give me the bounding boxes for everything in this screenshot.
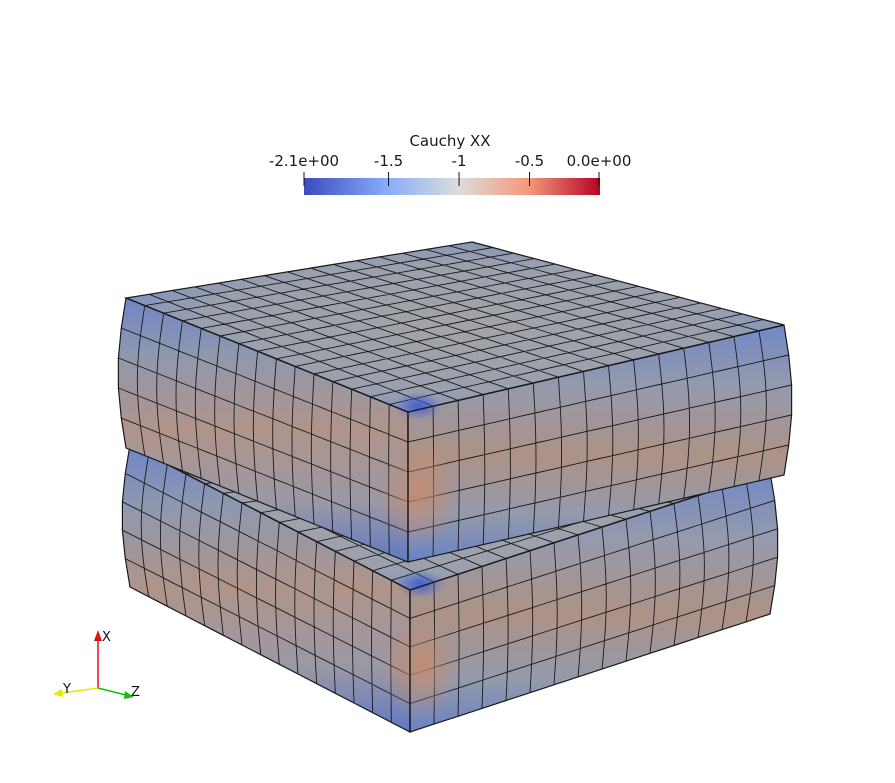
- color-legend: Cauchy XX -2.1e+00 -1.5 -1 -0.5 0.0e+00: [269, 132, 631, 195]
- x-axis-arrow-icon: [94, 630, 102, 641]
- y-axis-line: [61, 687, 99, 694]
- colorbar-tick-label: -0.5: [515, 152, 544, 170]
- lower-block-corner-highlight: [396, 570, 444, 598]
- orientation-axes: X Y Z: [53, 630, 140, 700]
- colorbar-tick-label: -1: [452, 152, 467, 170]
- upper-block-left-face-grid: [118, 305, 409, 555]
- colorbar-tick-label: 0.0e+00: [567, 152, 632, 170]
- colorbar-gradient: [304, 178, 600, 195]
- z-axis-line: [97, 687, 127, 696]
- z-axis-label: Z: [131, 685, 140, 700]
- colorbar-tick-label: -2.1e+00: [269, 152, 339, 170]
- lower-block-warm-region: [380, 618, 460, 718]
- y-axis-arrow-icon: [53, 689, 63, 697]
- upper-block-top-face-grid: [144, 245, 764, 407]
- upper-block-warm-region: [378, 442, 458, 547]
- colorbar-ticks: -2.1e+00 -1.5 -1 -0.5 0.0e+00: [269, 152, 631, 186]
- mesh-blocks[interactable]: [117, 241, 793, 733]
- y-axis-label: Y: [62, 682, 71, 697]
- z-axis-arrow-icon: [124, 691, 134, 699]
- colorbar-tick-label: -1.5: [374, 152, 403, 170]
- upper-block-corner-highlight: [394, 392, 442, 420]
- lower-block-left-face-grid: [122, 454, 411, 723]
- colorbar-title: Cauchy XX: [409, 132, 490, 150]
- x-axis-label: X: [102, 630, 111, 645]
